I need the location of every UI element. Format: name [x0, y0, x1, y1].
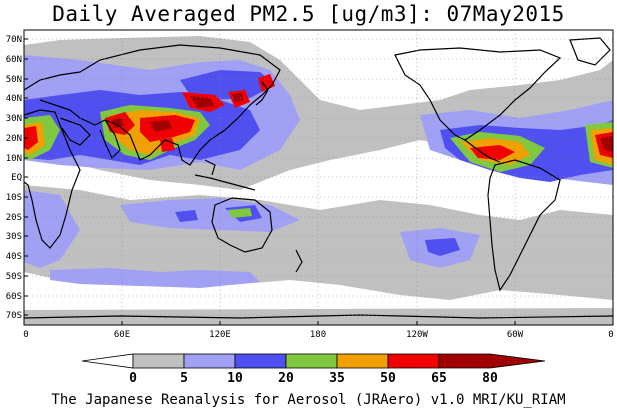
lat-label: 60N: [6, 55, 22, 65]
coastlines: [24, 37, 613, 319]
colorbar-tick: 0: [129, 371, 137, 386]
lat-label: 20S: [6, 213, 22, 223]
lat-label: 70S: [6, 311, 22, 321]
colorbar-segment: [81, 353, 134, 369]
lon-label: 120W: [406, 330, 428, 340]
colorbar-segment: [336, 353, 389, 369]
lat-label: 60S: [6, 292, 22, 302]
lat-label: 70N: [6, 35, 22, 45]
lat-label: 50N: [6, 75, 22, 85]
lat-label: 30N: [6, 114, 22, 124]
lon-label: 0: [608, 330, 613, 340]
lat-label: 20N: [6, 134, 22, 144]
lon-label: 0: [23, 330, 28, 340]
colorbar-tick: 65: [431, 371, 447, 386]
colorbar: [81, 353, 546, 369]
colorbar-tick: 80: [482, 371, 498, 386]
colorbar-segment: [234, 353, 287, 369]
lon-label: 60E: [114, 330, 130, 340]
lat-label: 40N: [6, 94, 22, 104]
map-title: Daily Averaged PM2.5 [ug/m3]: 07May2015: [52, 2, 565, 26]
colorbar-tick: 5: [180, 371, 188, 386]
lat-labels: 70N 60N 50N 40N 30N 20N 10N EQ 10S 20S 3…: [6, 35, 22, 321]
footer-credit: The Japanese Reanalysis for Aerosol (JRA…: [51, 392, 566, 408]
colorbar-segment: [183, 353, 236, 369]
colorbar-tick: 35: [329, 371, 345, 386]
colorbar-ticks: 0 5 10 20 35 50 65 80: [129, 371, 498, 386]
colorbar-segment: [285, 353, 338, 369]
lat-label: 10N: [6, 154, 22, 164]
lat-label: EQ: [11, 173, 22, 183]
lat-label: 10S: [6, 193, 22, 203]
lat-label: 40S: [6, 252, 22, 262]
lat-label: 30S: [6, 232, 22, 242]
axis-ticks: [24, 38, 516, 325]
lon-label: 180: [310, 330, 326, 340]
lat-label: 50S: [6, 272, 22, 282]
colorbar-segment: [132, 353, 185, 369]
pm25-field: [24, 36, 613, 325]
colorbar-tick: 20: [278, 371, 294, 386]
lon-label: 60W: [507, 330, 524, 340]
colorbar-tick: 10: [227, 371, 243, 386]
lon-labels: 0 60E 120E 180 120W 60W 0: [23, 330, 613, 340]
colorbar-tick: 50: [380, 371, 396, 386]
lon-label: 120E: [209, 330, 231, 340]
colorbar-segment: [438, 353, 546, 369]
colorbar-segment: [387, 353, 440, 369]
